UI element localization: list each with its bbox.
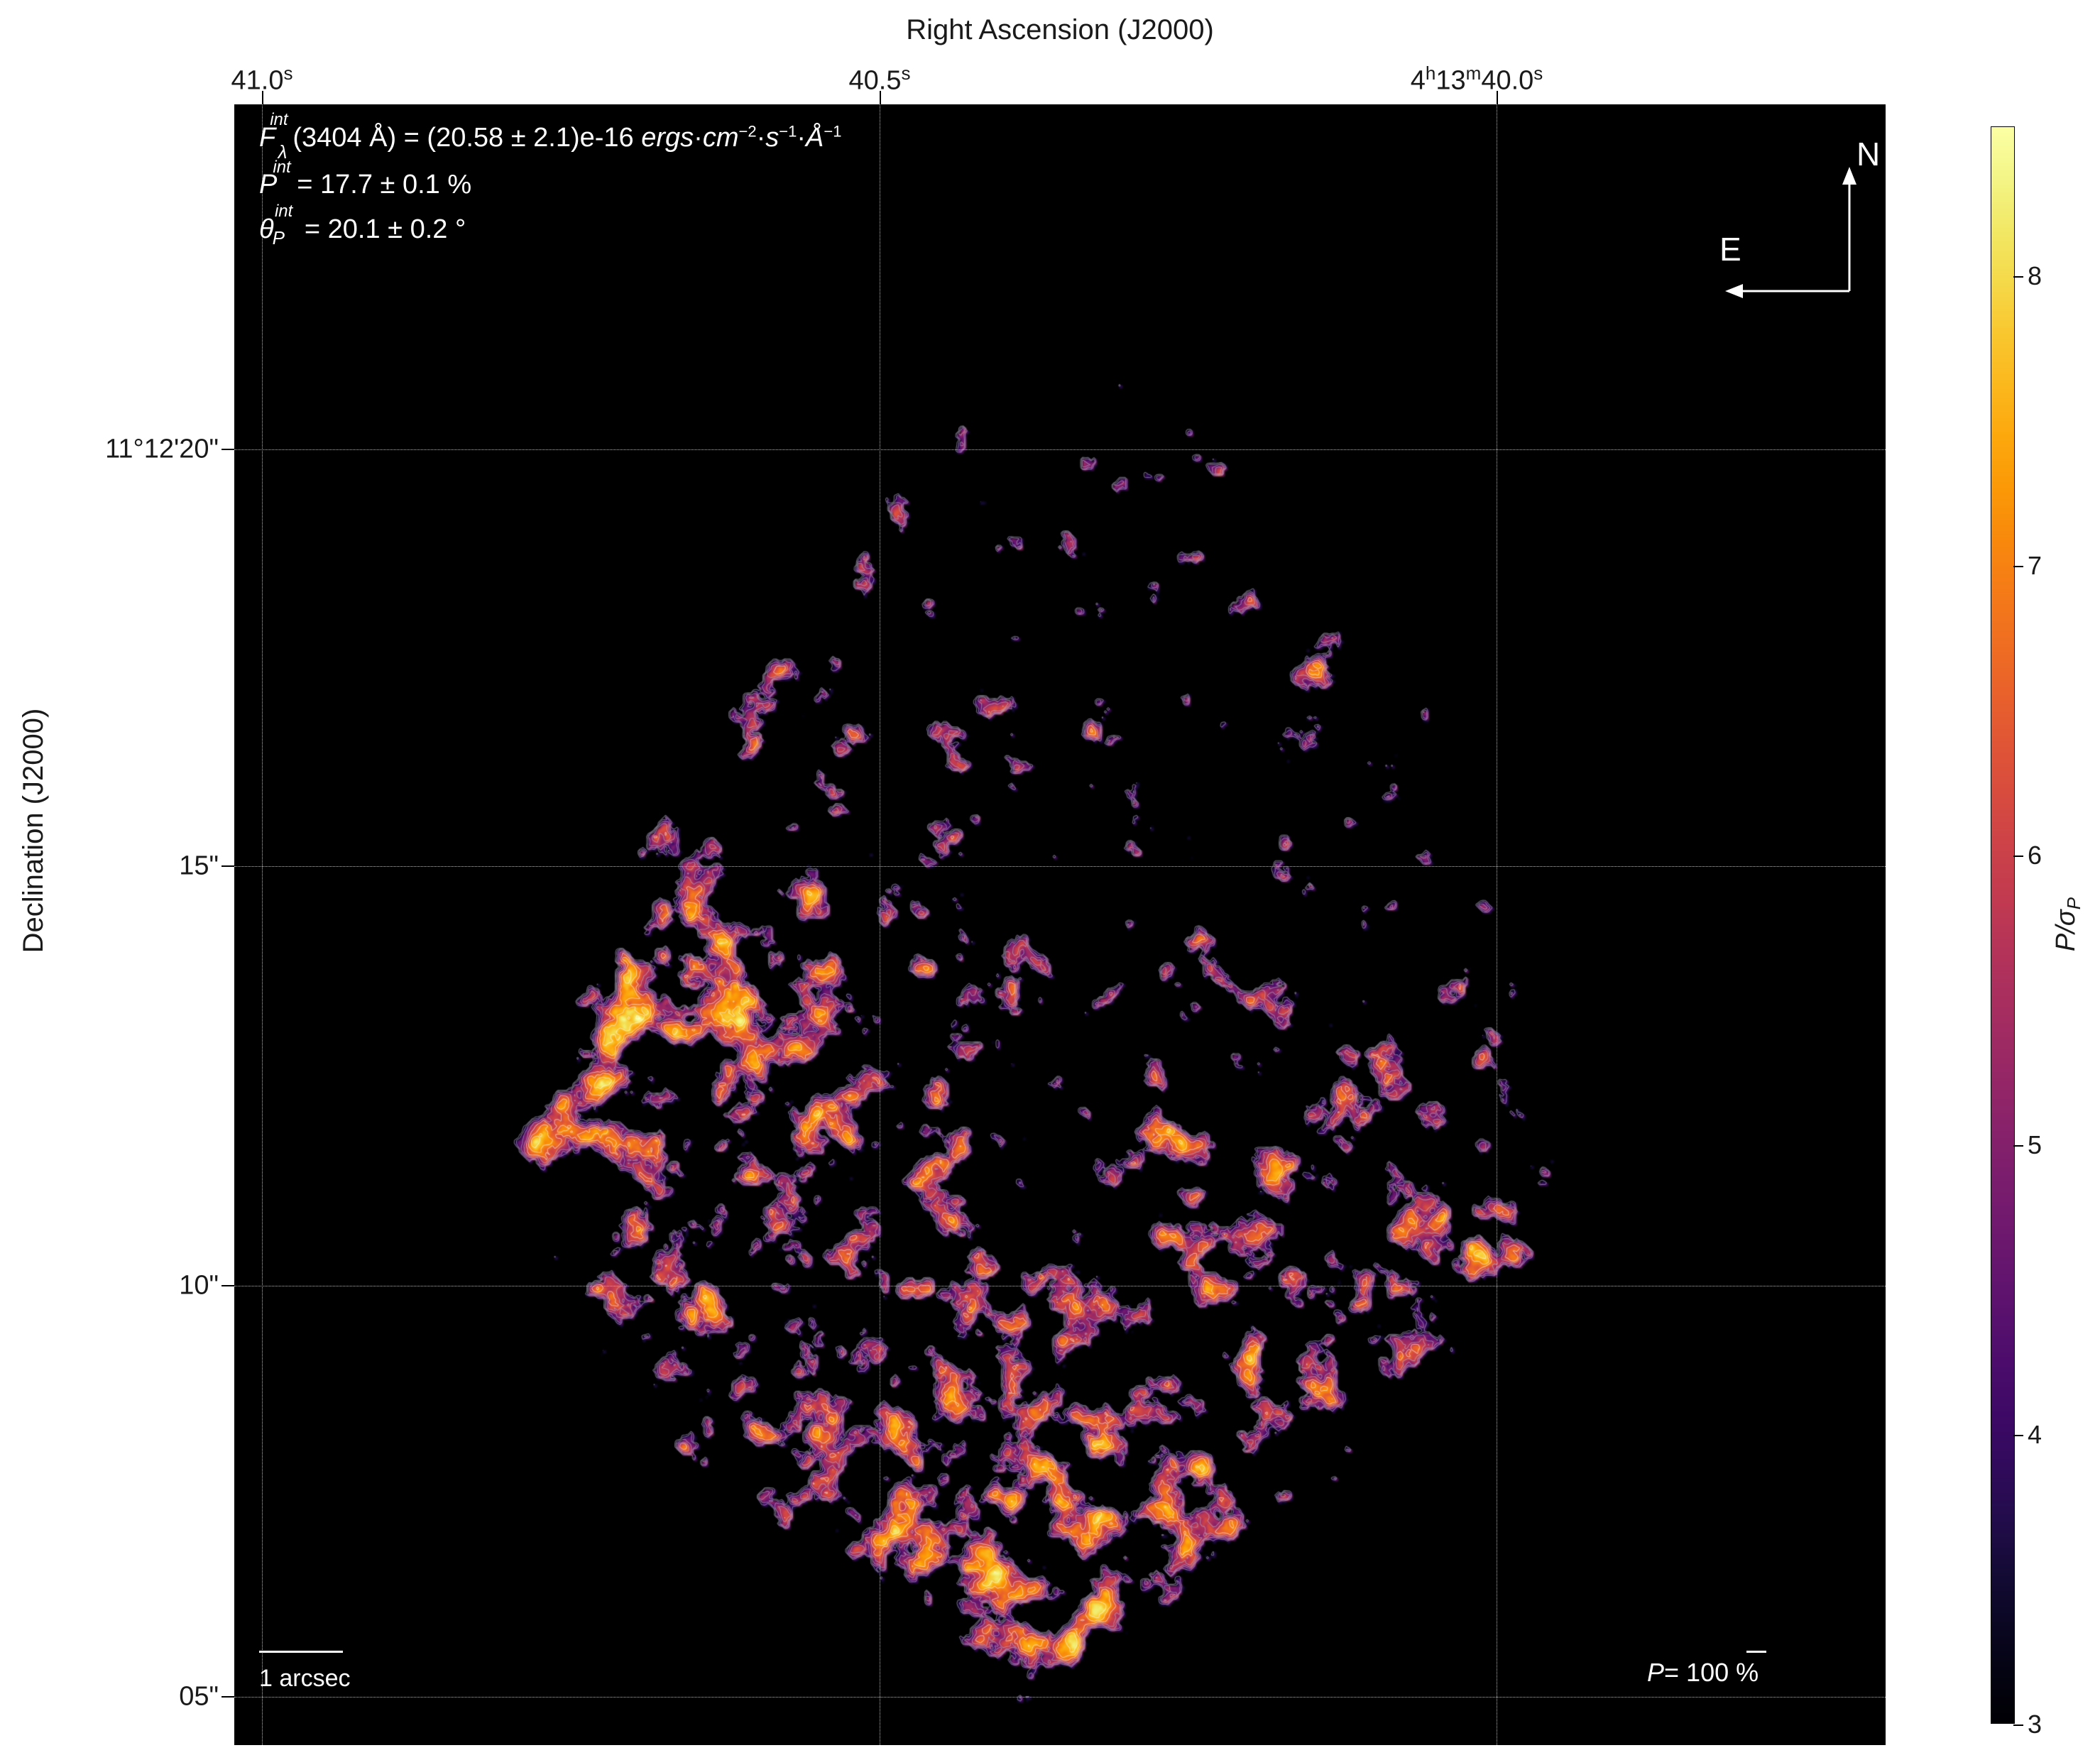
svg-text:E: E [1719, 231, 1741, 268]
svg-text:N: N [1856, 136, 1880, 173]
